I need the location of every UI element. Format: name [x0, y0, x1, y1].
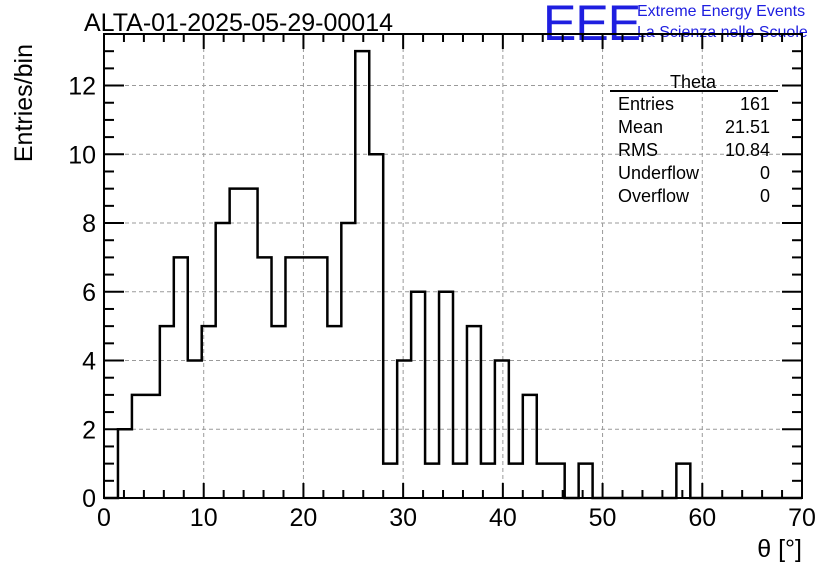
x-tick-label: 50 — [589, 504, 617, 532]
stats-row-value: 0 — [760, 186, 770, 206]
x-tick-label: 10 — [190, 504, 218, 532]
x-tick-label: 60 — [688, 504, 716, 532]
y-tick-label: 10 — [68, 141, 96, 169]
x-tick-label: 30 — [389, 504, 417, 532]
stats-row-value: 161 — [740, 94, 770, 114]
x-tick-label: 20 — [290, 504, 318, 532]
x-tick-label: 0 — [97, 504, 111, 532]
stats-row-value: 21.51 — [725, 117, 770, 137]
stats-row-label: Underflow — [618, 163, 700, 183]
x-tick-label: 70 — [788, 504, 816, 532]
y-tick-label: 12 — [68, 73, 96, 101]
x-tick-labels: 0 10 20 30 40 50 60 70 — [97, 504, 816, 532]
stats-row-label: Entries — [618, 94, 674, 114]
stats-box-title: Theta — [670, 72, 717, 92]
y-tick-label: 0 — [82, 485, 96, 513]
stats-row-label: Mean — [618, 117, 663, 137]
stats-row-value: 10.84 — [725, 140, 770, 160]
logo-subtitle-2: La Scienza nelle Scuole — [637, 24, 808, 41]
y-tick-label: 2 — [82, 416, 96, 444]
eee-logo: EEE — [543, 0, 641, 51]
y-tick-label: 6 — [82, 279, 96, 307]
x-axis-title: θ [°] — [757, 535, 802, 563]
y-axis-title: Entries/bin — [10, 44, 38, 162]
y-tick-labels: 0 2 4 6 8 10 12 — [68, 73, 96, 513]
stats-row-label: RMS — [618, 140, 658, 160]
chart-title: ALTA-01-2025-05-29-00014 — [84, 9, 393, 37]
y-tick-label: 8 — [82, 210, 96, 238]
x-tick-label: 40 — [489, 504, 517, 532]
histogram-line — [104, 49, 802, 500]
axis-ticks — [103, 33, 803, 499]
plot-frame — [103, 33, 803, 499]
y-tick-label: 4 — [82, 348, 96, 376]
logo-subtitle-1: Extreme Energy Events — [637, 3, 806, 20]
grid-lines — [104, 34, 802, 498]
stats-box: Theta Entries 161 Mean 21.51 RMS 10.84 Underfl… — [610, 72, 778, 206]
stats-row-label: Overflow — [618, 186, 690, 206]
stats-row-value: 0 — [760, 163, 770, 183]
